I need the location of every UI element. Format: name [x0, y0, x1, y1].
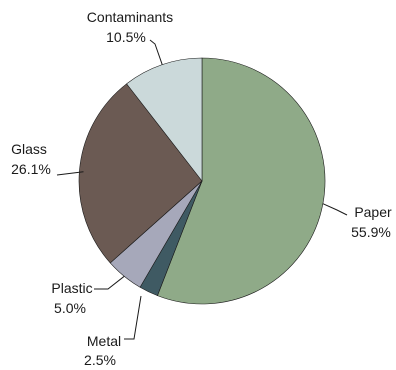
slice-label-glass: Glass	[11, 141, 47, 157]
leader-line-plastic	[94, 275, 125, 290]
leader-line-paper	[322, 203, 348, 216]
pie-slice-paper	[157, 57, 326, 305]
leader-line-metal	[124, 295, 142, 340]
slice-percent-paper: 55.9%	[351, 224, 391, 240]
slice-percent-glass: 26.1%	[11, 161, 51, 177]
pie-slices	[78, 57, 326, 305]
leader-line-glass	[56, 171, 84, 176]
slice-label-plastic: Plastic	[51, 280, 92, 296]
pie-slice-contaminants	[126, 57, 203, 182]
slice-percent-metal: 2.5%	[84, 352, 116, 368]
slice-label-metal: Metal	[87, 333, 121, 349]
leader-lines	[56, 39, 348, 340]
slice-label-paper: Paper	[354, 204, 392, 220]
pie-slice-glass	[78, 83, 203, 264]
slice-percent-contaminants: 10.5%	[106, 29, 146, 45]
slice-label-contaminants: Contaminants	[87, 9, 173, 25]
slice-percent-plastic: 5.0%	[54, 300, 86, 316]
leader-line-contaminants	[149, 39, 163, 65]
